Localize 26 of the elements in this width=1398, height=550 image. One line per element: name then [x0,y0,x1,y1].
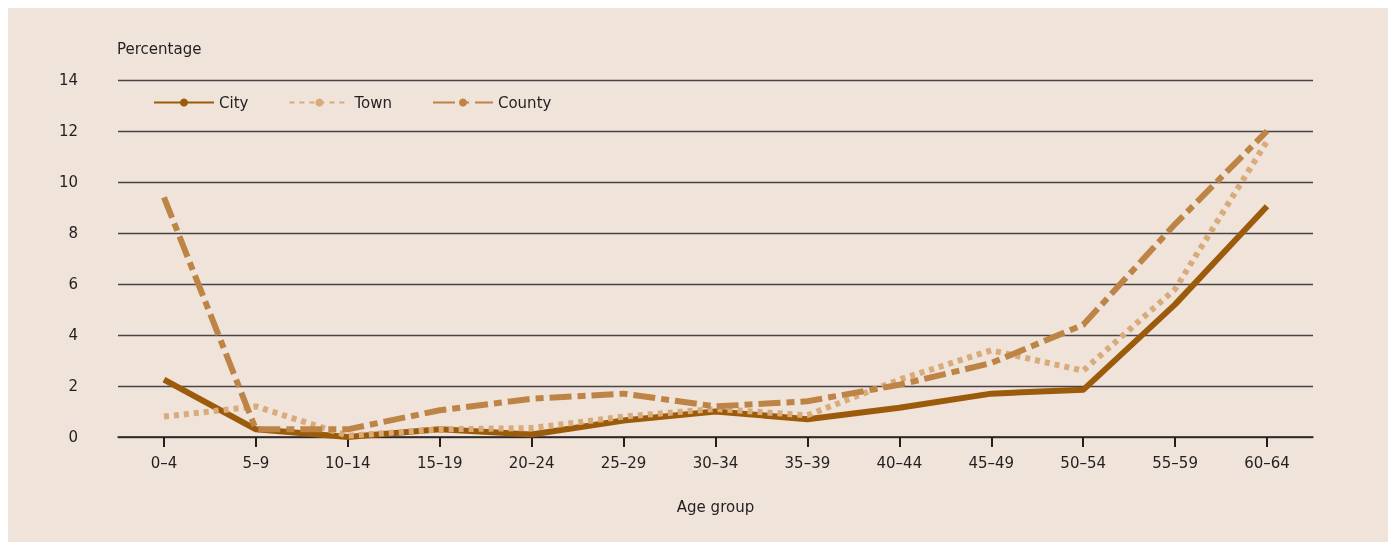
x-tick-label: 10–14 [324,453,371,472]
y-tick-label: 2 [68,377,78,395]
x-tick-label: 20–24 [508,453,555,472]
x-tick-label: 40–44 [876,453,923,472]
x-tick-label: 55–59 [1152,453,1198,472]
x-tick-label: 50–54 [1060,453,1107,472]
y-tick-label: 0 [68,428,78,446]
y-tick-label: 4 [68,326,78,344]
x-tick-label: 15–19 [416,453,463,472]
legend-label: Town [353,93,392,112]
x-tick-label: 25–29 [600,453,647,472]
legend-label: County [497,93,552,112]
y-tick-label: 8 [68,224,78,242]
y-tick-label: 6 [68,275,78,293]
x-tick-label: 5–9 [242,453,270,472]
x-tick-label: 35–39 [784,453,831,472]
y-axis-title: Percentage [117,39,202,58]
y-tick-label: 10 [58,173,78,191]
y-tick-label: 14 [58,71,78,89]
x-tick-label: 45–49 [968,453,1015,472]
y-tick-label: 12 [58,122,78,140]
legend-label: City [219,93,249,112]
x-tick-label: 60–64 [1244,453,1290,472]
x-tick-label: 30–34 [692,453,739,472]
x-axis-title: Age group [676,497,755,516]
x-tick-label: 0–4 [150,453,178,472]
